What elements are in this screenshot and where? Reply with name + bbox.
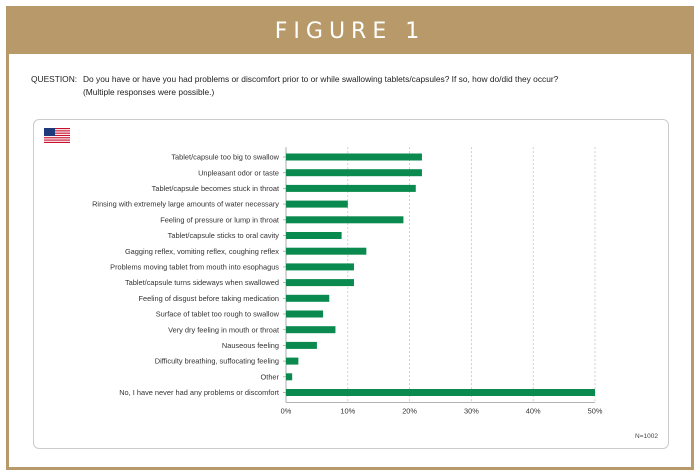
bar	[286, 169, 422, 177]
bar	[286, 294, 330, 302]
category-label: Surface of tablet too rough to swallow	[156, 310, 280, 319]
x-tick-label: 20%	[402, 406, 417, 415]
category-label: Tablet/capsule too big to swallow	[171, 153, 279, 162]
bar	[286, 357, 299, 365]
x-tick-label: 10%	[340, 406, 355, 415]
question-text: Do you have or have you had problems or …	[83, 74, 559, 84]
bar	[286, 184, 416, 192]
bar	[286, 153, 422, 161]
category-label: Nauseous feeling	[222, 341, 279, 350]
category-label: Gagging reflex, vomiting reflex, coughin…	[125, 247, 279, 256]
x-tick-label: 50%	[588, 406, 603, 415]
category-label: Problems moving tablet from mouth into e…	[110, 263, 279, 272]
category-label: Unpleasant odor or taste	[198, 168, 279, 177]
x-tick-label: 30%	[464, 406, 479, 415]
x-tick-label: 40%	[526, 406, 541, 415]
bar	[286, 310, 324, 318]
category-label: Tablet/capsule sticks to oral cavity	[168, 231, 280, 240]
figure-title: FIGURE 1	[9, 9, 691, 54]
bar	[286, 326, 336, 334]
figure-frame: FIGURE 1 QUESTION: Do you have or have y…	[6, 6, 694, 470]
bar-chart: 0% 10% 20% 30% 40% 50% Tablet/capsule too big …	[92, 147, 603, 415]
bar	[286, 373, 293, 381]
category-label: Tablet/capsule becomes stuck in throat	[152, 184, 279, 193]
bar	[286, 389, 595, 396]
bar	[286, 341, 317, 349]
bar	[286, 247, 367, 255]
category-label: Feeling of pressure or lump in throat	[160, 215, 279, 224]
category-label: Difficulty breathing, suffocating feelin…	[155, 357, 279, 366]
bar	[286, 232, 342, 239]
us-flag-icon	[44, 128, 70, 143]
sample-size-note: N=1002	[635, 433, 658, 440]
category-label: Other	[261, 372, 280, 381]
question-label: QUESTION:	[31, 74, 78, 84]
bar	[286, 263, 354, 271]
question-note: (Multiple responses were possible.)	[83, 87, 215, 97]
chart-panel: 0% 10% 20% 30% 40% 50% Tablet/capsule too big …	[33, 119, 669, 449]
x-tick-label: 0%	[281, 406, 292, 415]
bar	[286, 200, 348, 208]
category-label: Rinsing with extremely large amounts of …	[92, 200, 279, 209]
category-label: Very dry feeling in mouth or throat	[168, 325, 279, 334]
bar	[286, 279, 354, 287]
category-label: No, I have never had any problems or dis…	[119, 388, 279, 397]
category-label: Feeling of disgust before taking medicat…	[138, 294, 279, 303]
bar	[286, 216, 404, 224]
category-label: Tablet/capsule turns sideways when swall…	[125, 278, 279, 287]
